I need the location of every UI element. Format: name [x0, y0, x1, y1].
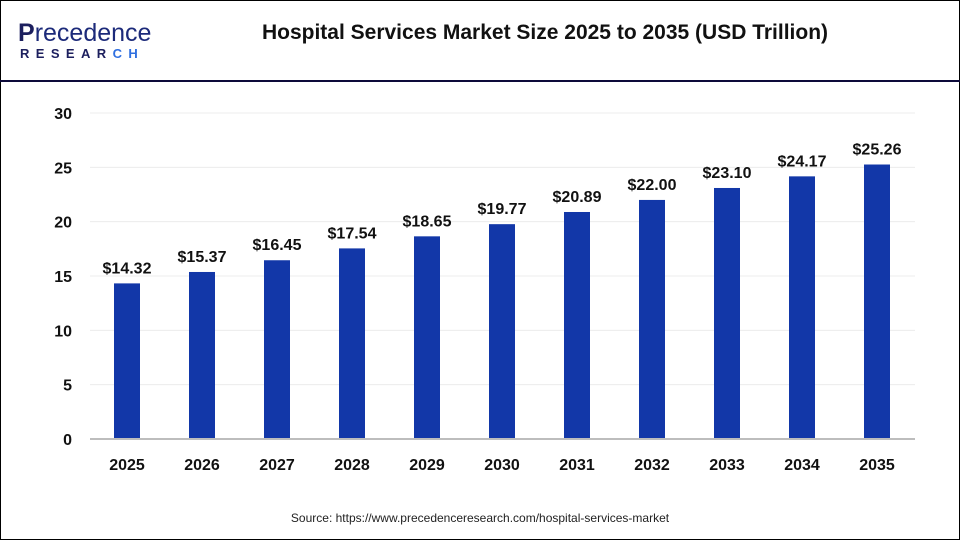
x-tick-label: 2031: [559, 457, 595, 474]
y-tick-label: 20: [54, 215, 72, 232]
data-label: $23.10: [703, 165, 752, 182]
bar-2028: [339, 248, 365, 439]
x-tick-label: 2032: [634, 457, 670, 474]
chart-title: Hospital Services Market Size 2025 to 20…: [261, 21, 829, 44]
data-label: $25.26: [853, 142, 902, 159]
data-label: $16.45: [253, 237, 302, 254]
x-tick-label: 2029: [409, 457, 445, 474]
y-tick-label: 15: [54, 269, 72, 286]
x-tick-label: 2033: [709, 457, 745, 474]
y-tick-label: 0: [63, 432, 72, 449]
x-tick-label: 2030: [484, 457, 520, 474]
x-tick-label: 2034: [784, 457, 820, 474]
data-label: $20.89: [553, 189, 602, 206]
source-text: Source: https://www.precedenceresearch.c…: [290, 511, 670, 525]
data-label: $24.17: [778, 153, 827, 170]
data-label: $19.77: [478, 201, 527, 218]
x-tick-label: 2025: [109, 457, 145, 474]
bar-2026: [189, 271, 215, 439]
data-label: $18.65: [403, 213, 452, 230]
data-label: $14.32: [103, 260, 152, 277]
bar-2027: [264, 260, 290, 439]
x-tick-label: 2035: [859, 457, 895, 474]
y-tick-label: 10: [54, 323, 72, 340]
data-label: $17.54: [328, 225, 377, 242]
x-tick-label: 2026: [184, 457, 220, 474]
bar-2025: [114, 283, 140, 439]
data-label: $22.00: [628, 177, 677, 194]
bar-2035: [864, 164, 890, 439]
bar-2030: [489, 224, 515, 439]
precedence-research-logo: Precedence RESEARCH: [18, 19, 152, 61]
x-tick-label: 2028: [334, 457, 370, 474]
bar-2033: [714, 187, 740, 439]
data-label: $15.37: [178, 249, 227, 266]
y-tick-label: 5: [63, 378, 72, 395]
bar-2029: [414, 236, 440, 439]
y-tick-label: 30: [54, 106, 72, 123]
bar-2031: [564, 211, 590, 439]
x-tick-label: 2027: [259, 457, 295, 474]
bar-2032: [639, 199, 665, 439]
header-divider: [0, 80, 960, 82]
y-tick-label: 25: [54, 160, 72, 177]
bar-2034: [789, 176, 815, 439]
